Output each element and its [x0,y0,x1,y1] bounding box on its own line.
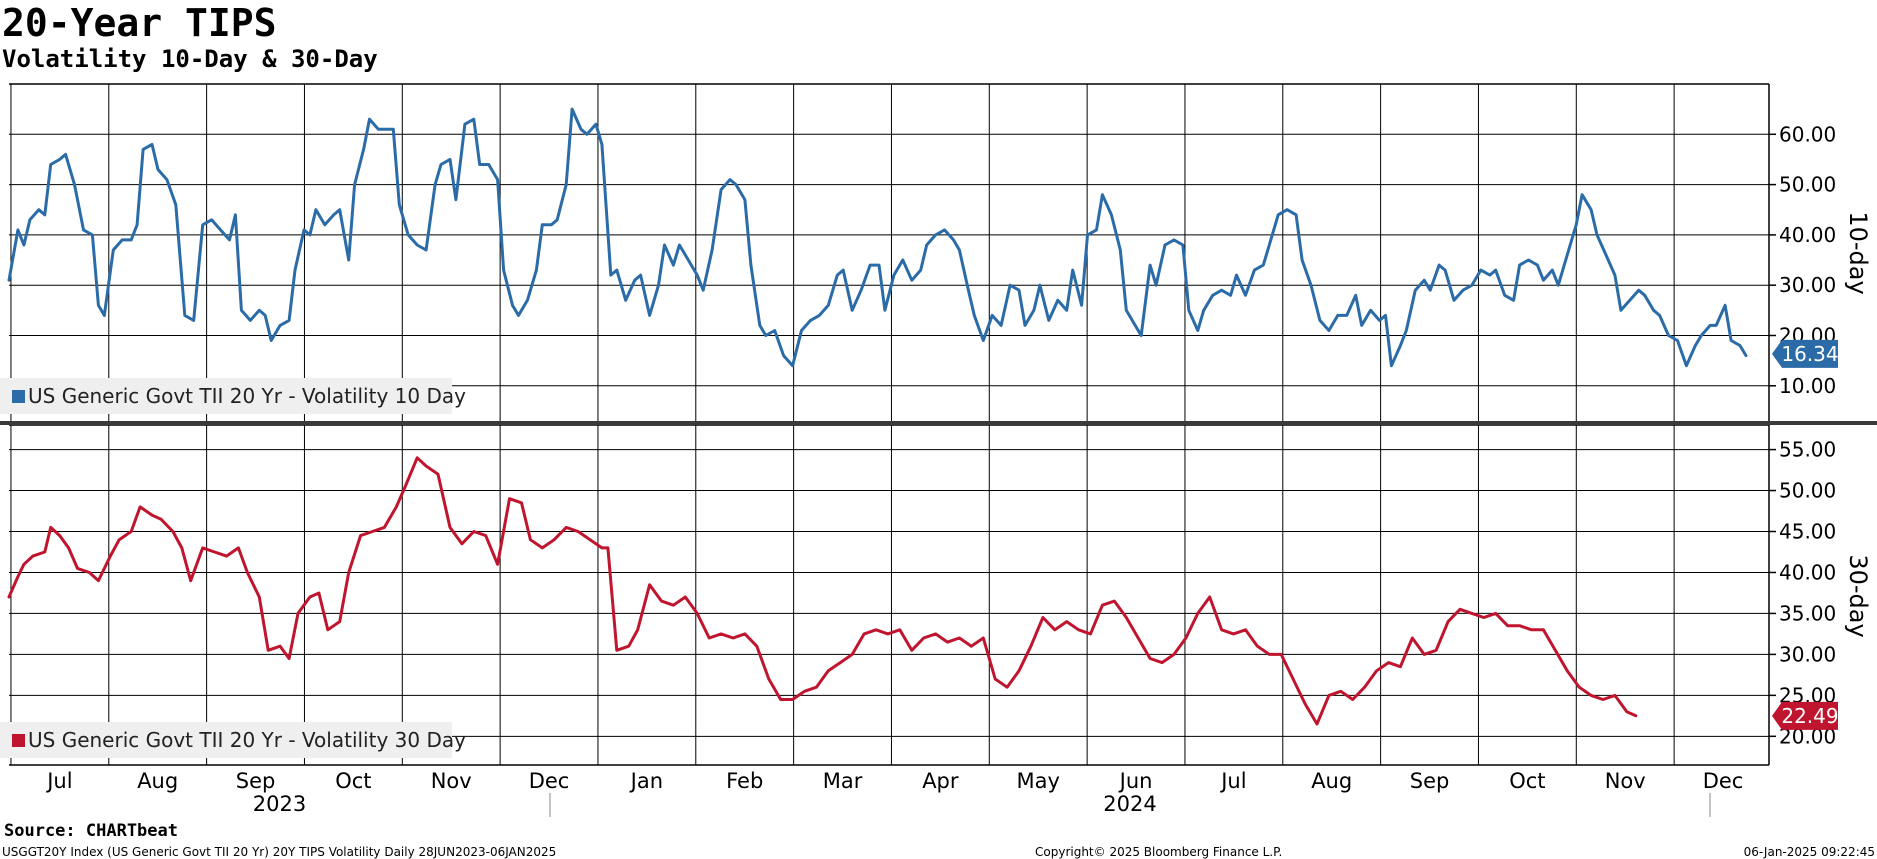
legend-box [0,722,452,758]
x-month-label: Aug [1311,769,1352,793]
x-axis: Jul Aug Sep Oct Nov Dec Jan Feb Mar Apr May Jun Jul A… [9,764,1769,817]
y-tick-label: 60.00 [1779,122,1836,146]
x-month-label: Jul [1219,769,1246,793]
last-value-tag [1772,339,1838,368]
last-value-tag [1772,701,1838,730]
x-month-label: Jan [629,769,663,793]
footer-index-info: USGGT20Y Index (US Generic Govt TII 20 Y… [2,845,556,859]
legend-label: US Generic Govt TII 20 Yr - Volatility 1… [28,384,466,408]
x-month-label: Mar [823,769,863,793]
x-month-label: Oct [1509,769,1545,793]
legend-box [0,378,452,414]
x-year-label: 2024 [1103,792,1156,816]
tick-layer: 10.0020.0030.0040.0050.0060.0016.3420.00… [1769,122,1839,748]
x-month-label: Dec [1703,769,1744,793]
footer-source: Source: CHARTbeat [4,821,178,841]
y-tick-label: 45.00 [1779,520,1836,544]
top-axis-title: 10-day [1844,211,1872,294]
chart-title: 20-Year TIPS [2,1,277,45]
bottom-axis-title: 30-day [1844,554,1872,637]
series-line-top [7,107,1748,368]
series-layer [7,107,1748,726]
frame-layer [0,83,1877,765]
x-month-label: Feb [726,769,763,793]
x-month-label: Apr [922,769,959,793]
last-value-label: 16.34 [1781,342,1838,366]
legend-layer: US Generic Govt TII 20 Yr - Volatility 1… [0,378,466,758]
legend-label: US Generic Govt TII 20 Yr - Volatility 3… [28,728,466,752]
y-tick-label: 50.00 [1779,479,1836,503]
legend-swatch [12,734,25,747]
y-tick-label: 35.00 [1779,601,1836,625]
x-month-label: Nov [431,769,472,793]
x-month-label: Aug [137,769,178,793]
x-month-label: Sep [1410,769,1450,793]
x-month-label: Sep [236,769,276,793]
last-value-label: 22.49 [1781,704,1838,728]
series-line-bottom [7,456,1638,726]
y-tick-label: 55.00 [1779,438,1836,462]
chart-subtitle: Volatility 10-Day & 30-Day [2,45,378,73]
y-tick-label: 30.00 [1779,273,1836,297]
footer-copyright: Copyright© 2025 Bloomberg Finance L.P. [1035,845,1282,859]
x-month-label: Jul [45,769,72,793]
y-tick-label: 30.00 [1779,642,1836,666]
panel-separator [0,421,1877,425]
footer-timestamp: 06-Jan-2025 09:22:45 [1744,845,1875,859]
y-tick-label: 50.00 [1779,173,1836,197]
x-month-label: Dec [529,769,570,793]
x-month-label: Jun [1118,769,1153,793]
y-tick-label: 40.00 [1779,560,1836,584]
y-tick-label: 40.00 [1779,223,1836,247]
x-month-label: Nov [1605,769,1646,793]
y-tick-label: 10.00 [1779,374,1836,398]
x-year-label: 2023 [253,792,306,816]
x-month-label: May [1016,769,1059,793]
x-month-label: Oct [335,769,371,793]
legend-swatch [12,390,25,403]
